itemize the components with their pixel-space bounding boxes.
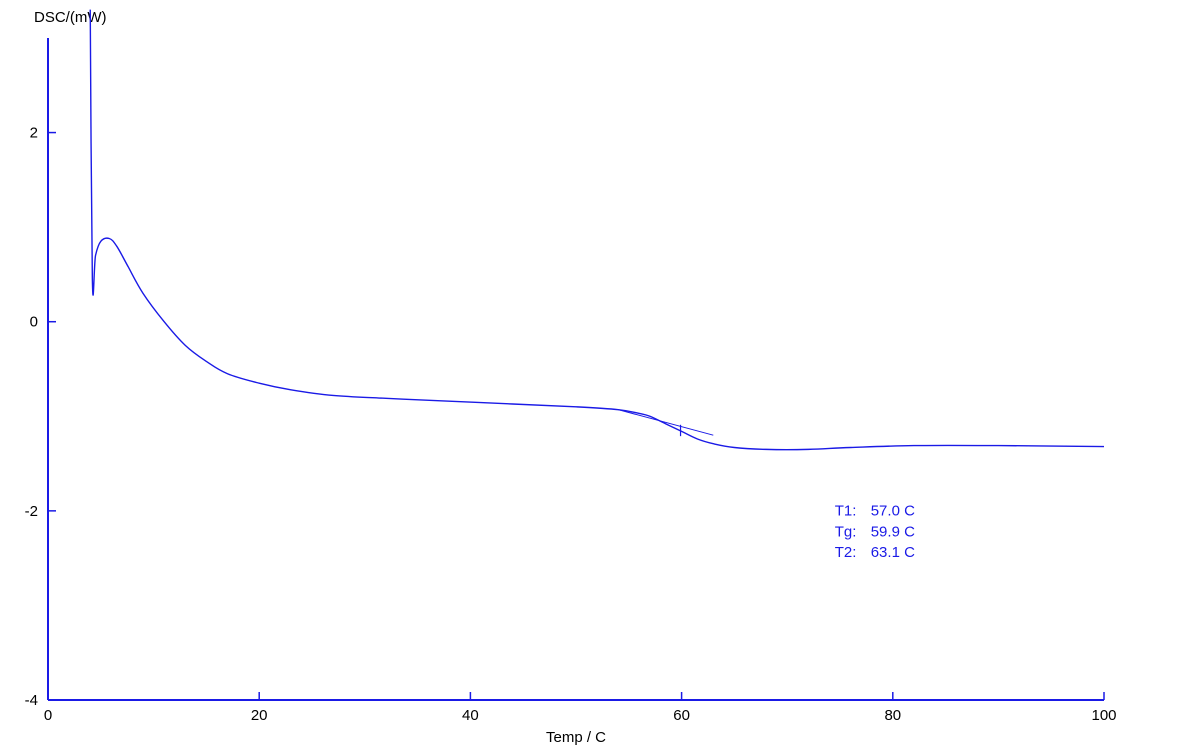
x-tick-label: 0 <box>44 707 52 724</box>
x-tick-label: 60 <box>673 707 690 724</box>
chart-svg: 0 20 40 60 80 100 -4 -2 0 2 Temp / C DSC/(mW) T1: 57.… <box>0 0 1184 748</box>
annotation-label: T1: <box>835 503 857 520</box>
y-tick-label: 2 <box>30 125 38 142</box>
annotation-value: 57.0 C <box>871 503 915 520</box>
y-axis-title: DSC/(mW) <box>34 9 106 26</box>
x-tick-label: 20 <box>251 707 268 724</box>
x-tick-label: 40 <box>462 707 479 724</box>
dsc-chart: 0 20 40 60 80 100 -4 -2 0 2 Temp / C DSC/(mW) T1: 57.… <box>0 0 1184 748</box>
annotation-value: 59.9 C <box>871 523 915 540</box>
annotation-value: 63.1 C <box>871 544 915 561</box>
y-tick-label: -2 <box>25 503 38 520</box>
y-tick-label: -4 <box>25 692 38 709</box>
x-tick-label: 80 <box>884 707 901 724</box>
x-axis-title: Temp / C <box>546 729 606 746</box>
y-tick-label: 0 <box>30 314 38 331</box>
x-tick-label: 100 <box>1091 707 1116 724</box>
annotation-label: T2: <box>835 544 857 561</box>
annotation-label: Tg: <box>835 523 857 540</box>
chart-background <box>0 0 1184 748</box>
